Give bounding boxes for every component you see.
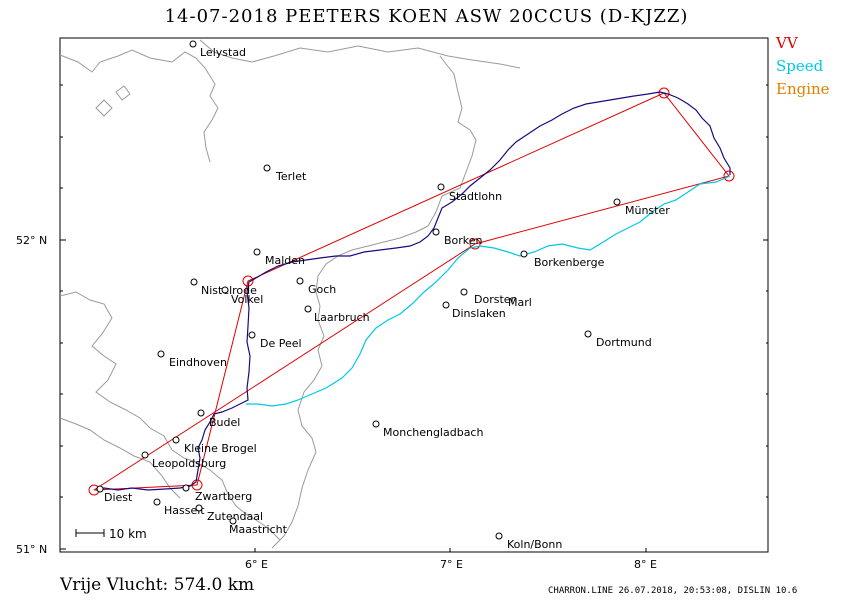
scale-label: 10 km — [109, 527, 147, 541]
place-label: Stadtlohn — [449, 190, 502, 203]
place-marker — [613, 198, 621, 206]
place-label: Koln/Bonn — [507, 538, 562, 551]
place-marker — [296, 277, 304, 285]
lat-label-51: 51° N — [16, 543, 47, 556]
place-label: Dinslaken — [452, 307, 506, 320]
place-label: Zutendaal — [207, 510, 263, 523]
free-flight-distance: Vrije Vlucht: 574.0 km — [60, 575, 255, 595]
place-label: Eindhoven — [169, 356, 227, 369]
place-label: Marl — [508, 296, 532, 309]
place-marker — [221, 286, 229, 294]
place-marker — [157, 350, 165, 358]
place-marker — [96, 485, 104, 493]
place-marker — [189, 40, 197, 48]
place-marker — [253, 248, 261, 256]
lat-label-52: 52° N — [16, 234, 47, 247]
place-marker — [304, 305, 312, 313]
place-marker — [197, 409, 205, 417]
place-label: Dorsten — [474, 293, 518, 306]
place-label: Goch — [308, 283, 336, 296]
borders-coastline — [59, 39, 521, 549]
place-marker — [372, 420, 380, 428]
map-frame — [59, 37, 769, 553]
place-label: Diest — [104, 491, 133, 504]
legend-vv: VV — [776, 34, 798, 52]
lon-label-8: 8° E — [634, 558, 657, 571]
place-label: Maastricht — [229, 523, 288, 536]
place-label: Budel — [209, 416, 240, 429]
legend-engine: Engine — [776, 80, 830, 98]
place-marker — [153, 498, 161, 506]
legend-speed: Speed — [776, 57, 824, 75]
place-marker — [432, 228, 440, 236]
place-label: Nistelrode — [201, 284, 257, 297]
place-marker — [460, 288, 468, 296]
place-label: Dortmund — [596, 336, 652, 349]
scale-bar — [75, 529, 105, 537]
place-label: Kleine Brogel — [184, 442, 257, 455]
place-label: Malden — [265, 254, 305, 267]
place-label: Monchengladbach — [383, 426, 483, 439]
place-markers: Lelystad Terlet Stadtlohn Münster Borken Mald… — [96, 40, 670, 551]
place-marker — [182, 484, 190, 492]
place-label: Borken — [444, 234, 483, 247]
turnpoint-3 — [658, 87, 670, 99]
turnpoint-4 — [723, 170, 735, 182]
place-marker — [248, 331, 256, 339]
flight-track-speed — [246, 175, 731, 407]
place-marker — [263, 164, 271, 172]
place-marker — [172, 436, 180, 444]
place-marker — [195, 504, 203, 512]
place-marker — [437, 183, 445, 191]
place-label: Terlet — [275, 170, 307, 183]
place-marker — [190, 278, 198, 286]
lon-label-6: 6° E — [245, 558, 268, 571]
place-label: De Peel — [260, 337, 302, 350]
place-label: Hasselt — [164, 504, 205, 517]
footer-info: CHARRON.LINE 26.07.2018, 20:53:08, DISLI… — [548, 586, 798, 596]
place-label: Lelystad — [200, 46, 246, 59]
place-label: Volkel — [231, 293, 263, 306]
place-marker — [520, 250, 528, 258]
place-label: Leopoldsburg — [152, 457, 226, 470]
place-marker — [229, 517, 237, 525]
turnpoint-5 — [469, 238, 481, 250]
place-marker — [584, 330, 592, 338]
place-marker — [141, 451, 149, 459]
flight-track-climb — [95, 91, 731, 491]
place-marker — [442, 301, 450, 309]
place-marker — [495, 532, 503, 540]
lon-label-7: 7° E — [440, 558, 463, 571]
map-title: 14-07-2018 PEETERS KOEN ASW 20CCUS (D-KJ… — [164, 6, 689, 27]
place-label: Zwartberg — [195, 490, 252, 503]
place-label: Borkenberge — [534, 256, 605, 269]
place-label: Laarbruch — [314, 311, 370, 324]
place-label: Münster — [625, 204, 670, 217]
axis-ticks — [60, 84, 768, 552]
